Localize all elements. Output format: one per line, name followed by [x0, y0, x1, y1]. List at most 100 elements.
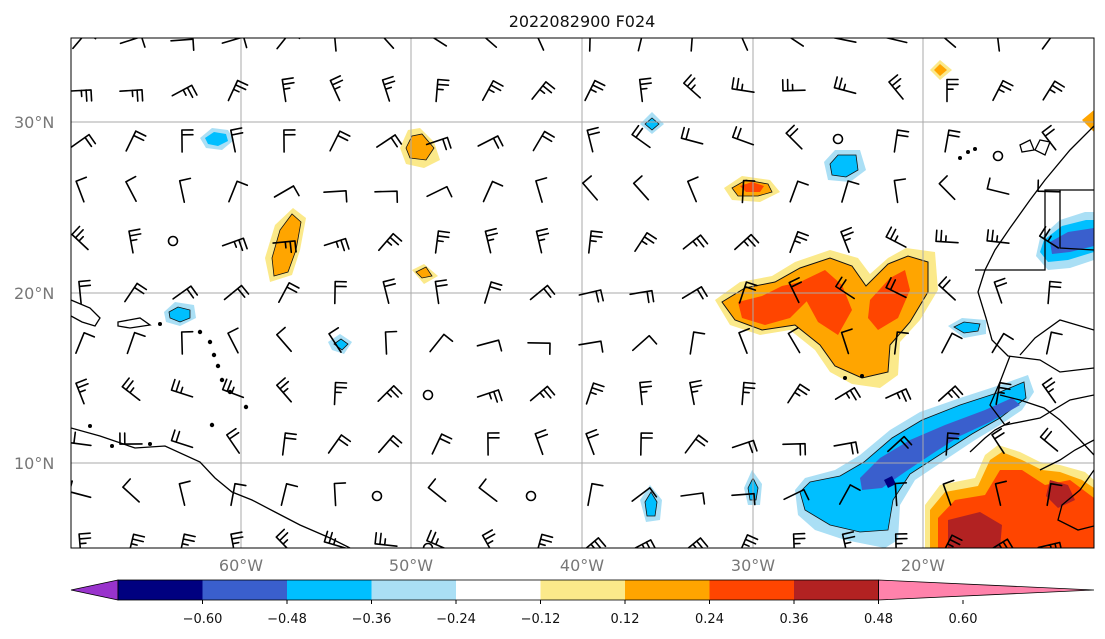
wind-barb — [431, 433, 453, 455]
wind-barb — [893, 178, 907, 204]
wind-barb — [942, 479, 955, 506]
wind-barb — [841, 531, 856, 548]
positive-region-central-atlantic — [715, 248, 938, 388]
wind-barb — [1045, 331, 1063, 355]
colorbar-tick-label: −0.60 — [183, 612, 223, 627]
wind-barb — [888, 74, 904, 100]
wind-barb — [333, 381, 348, 406]
wind-barb — [885, 226, 907, 248]
wind-barb — [731, 126, 755, 146]
wind-barb — [382, 278, 396, 304]
wind-barb — [789, 38, 804, 47]
colorbar-segment — [287, 580, 372, 600]
wind-barb — [384, 330, 398, 355]
colorbar-tick-label: 0.48 — [864, 612, 893, 627]
wind-barb — [230, 531, 244, 548]
lon-label-40w: 40°W — [560, 556, 604, 575]
wind-barb — [785, 124, 803, 150]
wind-barb — [689, 331, 706, 355]
wind-barb — [276, 38, 301, 50]
wind-barb — [75, 176, 88, 203]
islands — [88, 147, 977, 448]
wind-barb — [1038, 226, 1060, 249]
wind-barb — [221, 237, 248, 252]
wind-barb — [374, 190, 399, 203]
wind-barb — [887, 435, 913, 453]
wind-barb — [228, 180, 249, 203]
wind-barb — [531, 81, 556, 100]
wind-barb — [180, 330, 194, 355]
wind-barb — [631, 487, 658, 502]
wind-barb — [946, 78, 959, 103]
wind-barb — [323, 530, 347, 548]
wind-barb — [323, 190, 348, 203]
colorbar-tick-label: −0.48 — [267, 612, 307, 627]
wind-barb — [640, 432, 653, 456]
wind-barb — [280, 483, 299, 506]
wind-barb — [637, 38, 643, 52]
wind-barb — [481, 529, 496, 548]
wind-barb — [272, 240, 297, 254]
wind-barb — [944, 534, 963, 548]
wind-barb — [534, 429, 549, 456]
wind-barb — [734, 233, 760, 251]
wind-barb — [170, 429, 194, 449]
wind-barb — [124, 282, 148, 303]
wind-barb — [781, 78, 806, 92]
wind-barb — [535, 228, 550, 254]
wind-barb — [478, 478, 498, 502]
wind-barb — [834, 387, 861, 401]
wind-barb — [684, 434, 709, 454]
wind-barb — [789, 230, 809, 254]
wind-barb — [477, 135, 504, 149]
wind-barb — [119, 89, 144, 102]
wind-barb — [230, 127, 244, 153]
wind-barb — [378, 232, 403, 252]
colorbar-segment — [625, 580, 710, 600]
wind-barb — [634, 232, 657, 252]
wind-barb — [484, 38, 498, 48]
lat-label-30n: 30°N — [14, 113, 54, 132]
wind-barb — [741, 38, 749, 51]
wind-barb — [537, 533, 554, 548]
wind-barb — [893, 331, 909, 355]
wind-barb — [840, 226, 854, 253]
wind-barb — [476, 339, 503, 352]
wind-barb — [323, 237, 350, 252]
longitude-axis: 60°W 50°W 40°W 30°W 20°W — [219, 556, 945, 575]
wind-barb — [1041, 377, 1057, 404]
wind-barb — [121, 377, 141, 401]
wind-barb — [938, 385, 964, 402]
wind-barb — [180, 533, 196, 548]
map-area — [71, 38, 1094, 548]
wind-barb — [631, 124, 651, 149]
wind-barb — [535, 177, 548, 203]
wind-barb — [1042, 80, 1065, 101]
wind-barb — [578, 289, 604, 303]
wind-barb — [838, 484, 861, 505]
wind-barb — [788, 277, 802, 304]
wind-barb — [633, 539, 656, 548]
wind-barb — [227, 79, 249, 102]
wind-barb — [223, 284, 250, 301]
wind-barb — [129, 533, 146, 548]
colorbar-tick-label: 0.12 — [611, 612, 640, 627]
wind-barb — [683, 74, 701, 99]
wind-barb — [943, 38, 957, 48]
wind-barb — [588, 230, 603, 254]
wind-barb — [738, 327, 750, 354]
map-frame — [70, 37, 1095, 549]
wind-barb — [383, 38, 395, 49]
wind-barb — [529, 284, 556, 301]
wind-barb — [432, 38, 448, 47]
wind-barb — [170, 378, 194, 398]
wind-barb — [178, 177, 192, 203]
lon-label-30w: 30°W — [731, 556, 775, 575]
latitude-axis: 30°N 20°N 10°N — [14, 113, 54, 473]
wind-barb — [738, 281, 758, 304]
wind-barb — [172, 285, 199, 300]
wind-barb — [487, 432, 500, 456]
wind-barb — [787, 383, 810, 404]
negative-region-southeast — [795, 375, 1034, 548]
